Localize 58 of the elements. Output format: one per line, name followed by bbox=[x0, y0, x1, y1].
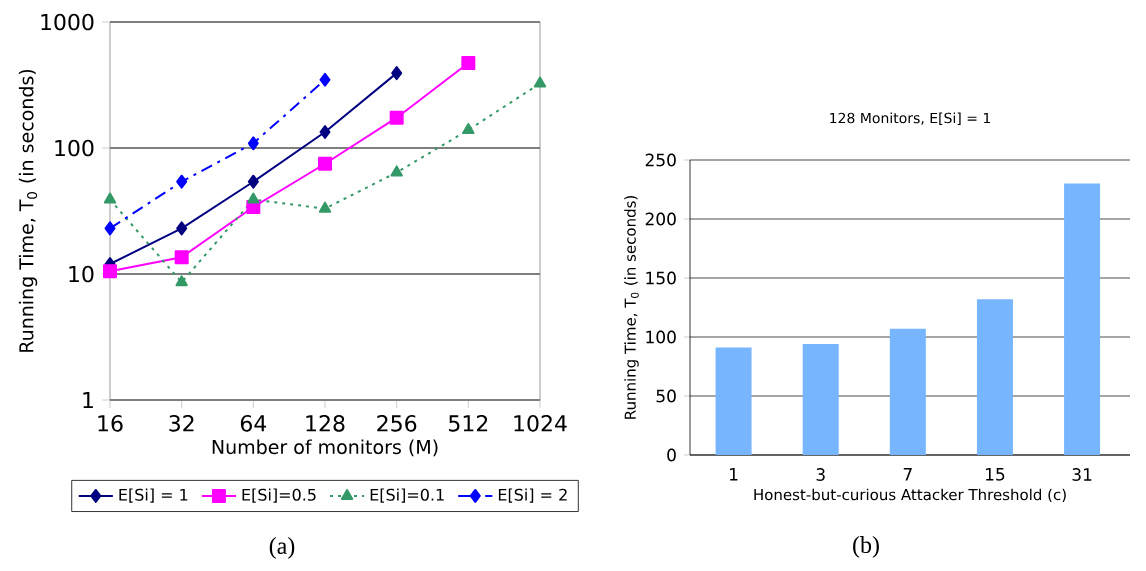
x-tick-label: 1024 bbox=[514, 415, 567, 432]
y-tick-label: 250 bbox=[645, 153, 676, 167]
x-tick-label: 256 bbox=[377, 415, 417, 432]
point bbox=[247, 136, 259, 151]
point bbox=[391, 66, 403, 81]
point bbox=[103, 264, 118, 279]
text: (b) bbox=[853, 536, 879, 558]
x-tick-label: 1 bbox=[730, 468, 738, 481]
y-tick-label: 10 bbox=[69, 265, 94, 283]
bar bbox=[802, 344, 839, 455]
point bbox=[175, 275, 188, 287]
y-tick-label: 100 bbox=[55, 139, 94, 157]
point bbox=[389, 110, 404, 125]
x-tick-label: 64 bbox=[240, 415, 267, 432]
x-tick-label: 15 bbox=[986, 468, 1005, 481]
x-tick-label: 512 bbox=[449, 415, 488, 432]
point bbox=[174, 250, 189, 265]
y-tick-label: 50 bbox=[656, 389, 676, 403]
y-tick-label: 1000 bbox=[41, 13, 94, 31]
point bbox=[390, 165, 403, 177]
point bbox=[176, 174, 188, 189]
point bbox=[319, 72, 331, 87]
legend-label: E[Si] = 2 bbox=[498, 488, 567, 503]
y-axis-title: Running Time, T$_{0}$ (in seconds) bbox=[624, 196, 639, 419]
x-axis-title: Number of monitors (M) bbox=[212, 439, 438, 457]
point bbox=[247, 174, 259, 189]
point bbox=[103, 192, 117, 204]
x-tick-label: 7 bbox=[903, 468, 912, 481]
x-tick-label: 16 bbox=[98, 415, 123, 432]
y-tick-label: 100 bbox=[646, 330, 676, 344]
point bbox=[318, 156, 333, 171]
legend-label: E[Si] = 1 bbox=[119, 488, 188, 503]
y-tick-label: 150 bbox=[646, 271, 676, 285]
point bbox=[247, 192, 260, 204]
bar bbox=[889, 328, 926, 455]
x-tick-label: 128 bbox=[306, 415, 345, 432]
chart-title: 128 Monitors, E[Si] = 1 bbox=[830, 112, 991, 125]
point bbox=[461, 55, 476, 70]
point bbox=[462, 122, 475, 134]
text: (a) bbox=[269, 537, 295, 559]
x-axis-title: Honest-but-curious Attacker Threshold (c) bbox=[754, 488, 1066, 503]
point bbox=[319, 124, 331, 139]
point bbox=[318, 201, 332, 213]
x-tick-label: 31 bbox=[1072, 468, 1092, 481]
y-tick-label: 200 bbox=[645, 212, 676, 226]
legend-label: E[Si]=0.5 bbox=[242, 488, 316, 503]
point bbox=[533, 76, 547, 88]
bar bbox=[715, 347, 752, 455]
bar bbox=[976, 299, 1013, 455]
point bbox=[104, 221, 116, 236]
y-tick-label: 0 bbox=[667, 448, 676, 462]
legend-label: E[Si]=0.1 bbox=[370, 488, 444, 503]
bar bbox=[1064, 183, 1101, 455]
y-axis-title: Running Time, T$_{0}$ (in seconds) bbox=[18, 69, 38, 352]
x-tick-label: 3 bbox=[816, 468, 825, 481]
y-tick-label: 1 bbox=[83, 391, 93, 409]
point bbox=[176, 221, 188, 236]
x-tick-label: 32 bbox=[169, 415, 194, 432]
